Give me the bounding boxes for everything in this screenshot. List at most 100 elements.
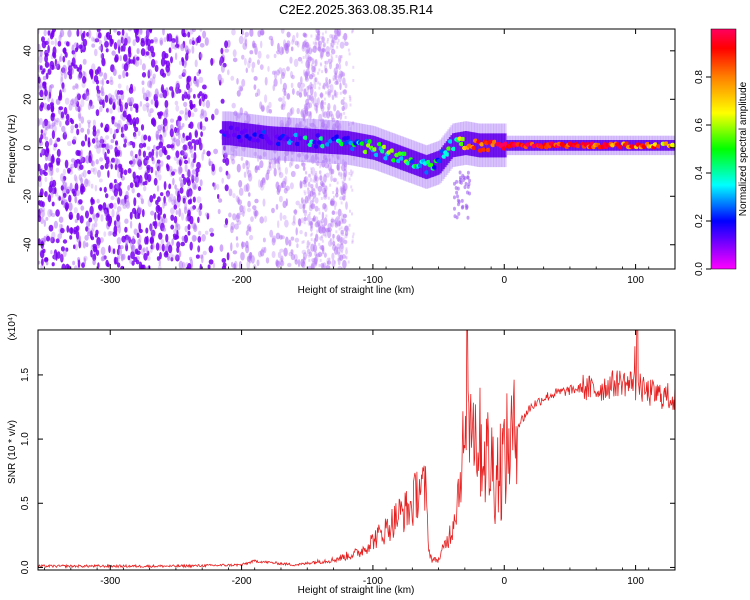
spectrogram-noise-cell <box>124 138 127 144</box>
spectrogram-noise-cell <box>100 53 103 59</box>
spectrogram-noise-cell <box>323 173 326 177</box>
spectrogram-noise-cell <box>289 161 292 168</box>
spectrogram-noise-cell <box>330 39 335 48</box>
spectrogram-noise-cell <box>262 237 266 243</box>
spectrogram-noise-cell <box>165 233 169 243</box>
spectrogram-noise-cell <box>90 236 95 241</box>
spectrogram-noise-cell <box>222 62 227 68</box>
spectrogram-noise-cell <box>336 236 339 240</box>
spectrogram-noise-cell <box>167 256 171 261</box>
spectrogram-noise-cell <box>293 58 299 68</box>
spectrogram-noise-cell <box>302 263 304 266</box>
spectrogram-noise-cell <box>317 185 323 192</box>
spectrogram-noise-cell <box>156 185 160 192</box>
spectrogram-ridge-band <box>472 132 476 157</box>
spectrogram-noise-cell <box>261 177 266 184</box>
spectrogram-noise-cell <box>145 38 148 46</box>
spectrogram-noise-cell <box>145 159 150 164</box>
spectrogram-noise-cell <box>134 181 138 188</box>
spectrogram-noise-cell <box>196 36 200 44</box>
spectrogram-noise-cell <box>309 251 312 257</box>
spectrogram-noise-cell <box>133 228 138 235</box>
spectrogram-noise-cell <box>334 217 338 226</box>
spectrogram-noise-cell <box>300 217 304 224</box>
spectrogram-ridge-cell <box>436 158 442 164</box>
spectrogram-noise-cell <box>80 185 84 195</box>
spectrogram-noise-cell <box>308 47 313 55</box>
spectrogram-noise-cell <box>59 89 62 99</box>
spectrogram-noise-cell <box>246 260 250 269</box>
spectrogram-noise-cell <box>302 166 306 172</box>
spectrogram-noise-cell <box>306 92 309 97</box>
spectrogram-noise-cell <box>131 187 135 194</box>
spectrogram-noise-cell <box>163 37 167 43</box>
spectrogram-noise-cell <box>339 82 342 91</box>
spectrogram-ridge-band <box>236 122 239 147</box>
spectrogram-noise-cell <box>171 40 175 50</box>
spectrogram-noise-cell <box>103 72 108 80</box>
spectrogram-noise-cell <box>311 65 316 73</box>
spectrogram-noise-cell <box>323 82 326 90</box>
spectrogram-noise-cell <box>208 245 214 254</box>
spectrogram-noise-cell <box>181 173 185 179</box>
spectrogram-noise-cell <box>277 251 282 259</box>
spectrogram-ridge-band <box>363 134 367 159</box>
spectrogram-noise-cell <box>44 191 48 198</box>
spectrogram-noise-cell <box>259 216 265 224</box>
spectrogram-noise-cell <box>310 238 313 242</box>
spectrogram-noise-cell <box>181 93 185 101</box>
spectrogram-noise-cell <box>306 58 308 62</box>
spectrogram-noise-cell <box>115 128 119 134</box>
spectrogram-ridge-cell <box>424 170 430 175</box>
spectrogram-y-tick-label: 0 <box>23 145 34 151</box>
spectrogram-noise-cell <box>269 229 274 238</box>
spectrogram-noise-cell <box>235 236 239 241</box>
spectrogram-noise-cell <box>299 230 303 235</box>
spectrogram-noise-cell <box>82 169 87 178</box>
spectrogram-noise-cell <box>312 257 318 265</box>
spectrogram-noise-cell <box>48 91 52 99</box>
spectrogram-ridge-band <box>456 132 460 157</box>
spectrogram-noise-cell <box>300 110 304 115</box>
spectrogram-noise-cell <box>147 135 151 142</box>
spectrogram-x-tick-label: 100 <box>627 275 644 286</box>
spectrogram-noise-cell <box>137 156 142 162</box>
spectrogram-noise-cell <box>144 236 148 245</box>
spectrogram-noise-cell <box>116 262 121 268</box>
spectrogram-noise-cell <box>173 236 178 240</box>
spectrogram-noise-cell <box>91 138 96 144</box>
spectrogram-noise-cell <box>340 99 345 106</box>
spectrogram-noise-cell <box>290 249 294 255</box>
spectrogram-noise-cell <box>38 260 41 265</box>
spectrogram-noise-cell <box>335 54 338 58</box>
spectrogram-noise-cell <box>165 112 169 118</box>
spectrogram-noise-cell <box>115 93 119 100</box>
spectrogram-noise-cell <box>213 182 217 191</box>
spectrogram-noise-cell <box>120 104 124 113</box>
spectrogram-noise-cell <box>98 46 103 51</box>
spectrogram-noise-cell <box>335 110 341 119</box>
spectrogram-ridge-band <box>250 123 253 148</box>
spectrogram-noise-cell <box>254 198 259 204</box>
spectrogram-noise-cell <box>307 61 310 65</box>
spectrogram-noise-cell <box>80 177 83 185</box>
spectrogram-noise-cell <box>254 45 258 55</box>
spectrogram-noise-cell <box>316 180 319 184</box>
spectrogram-noise-cell <box>213 148 219 155</box>
spectrogram-noise-cell <box>301 44 306 52</box>
spectrogram-noise-cell <box>195 254 200 259</box>
spectrogram-noise-cell <box>156 159 161 164</box>
spectrogram-noise-cell <box>120 36 124 44</box>
spectrogram-noise-cell <box>109 108 113 114</box>
spectrogram-noise-cell <box>104 151 107 161</box>
spectrogram-noise-cell <box>307 56 313 61</box>
spectrogram-noise-cell <box>137 130 141 137</box>
spectrogram-noise-cell <box>127 46 131 54</box>
spectrogram-noise-cell <box>90 249 93 258</box>
spectrogram-noise-cell <box>316 152 319 156</box>
spectrogram-noise-cell <box>161 243 165 252</box>
spectrogram-noise-cell <box>303 103 308 110</box>
spectrogram-noise-cell <box>314 153 317 157</box>
spectrogram-noise-cell <box>75 176 78 186</box>
spectrogram-noise-cell <box>315 41 317 45</box>
